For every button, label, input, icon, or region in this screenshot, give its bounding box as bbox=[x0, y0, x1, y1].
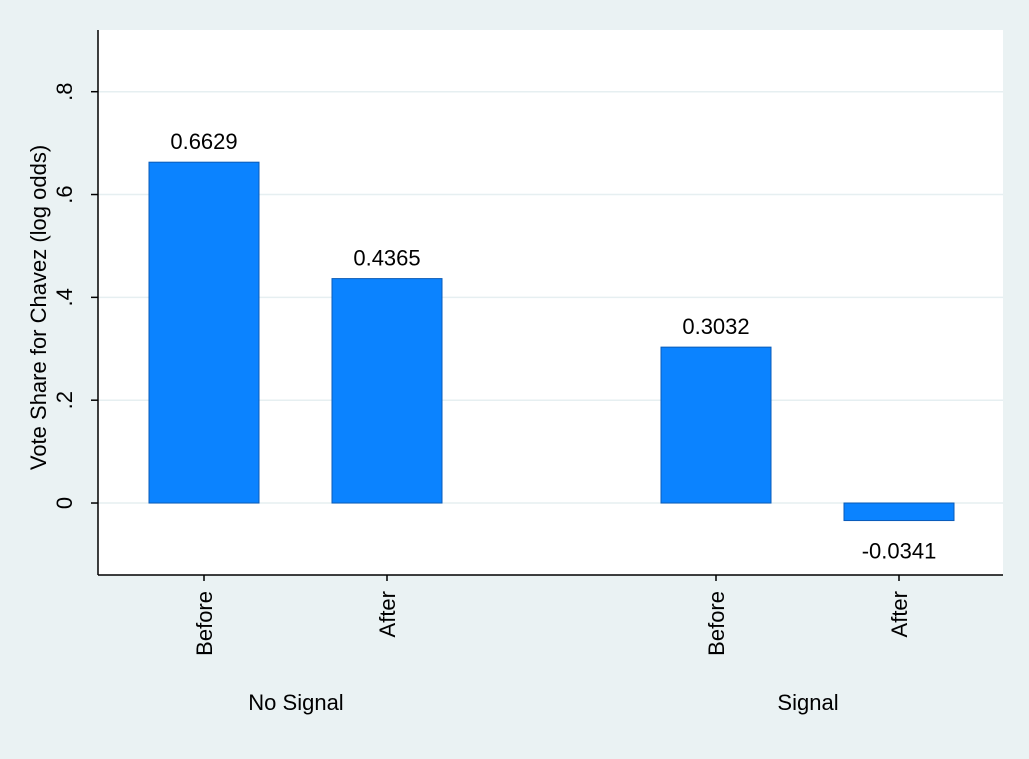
bar bbox=[331, 278, 443, 504]
x-group-label: Signal bbox=[777, 690, 838, 715]
x-category-label: Before bbox=[704, 591, 729, 656]
y-tick-label: .6 bbox=[52, 185, 77, 203]
bars bbox=[148, 161, 955, 522]
x-category-label: After bbox=[375, 591, 400, 637]
x-category-label: After bbox=[887, 591, 912, 637]
bar-value-label: 0.6629 bbox=[170, 129, 237, 154]
bar-value-label: 0.3032 bbox=[682, 314, 749, 339]
bar bbox=[148, 161, 260, 504]
bar-value-label: 0.4365 bbox=[353, 246, 420, 271]
x-category-label: Before bbox=[192, 591, 217, 656]
y-tick-label: 0 bbox=[52, 497, 77, 509]
y-tick-label: .2 bbox=[52, 391, 77, 409]
y-tick-label: .8 bbox=[52, 83, 77, 101]
y-tick-label: .4 bbox=[52, 288, 77, 306]
x-group-label: No Signal bbox=[248, 690, 343, 715]
bar bbox=[843, 502, 955, 522]
y-axis-title: Vote Share for Chavez (log odds) bbox=[26, 145, 51, 470]
bar bbox=[660, 346, 772, 504]
bar-value-label: -0.0341 bbox=[862, 539, 937, 564]
axes: 0 .2 .4 .6 .8 bbox=[52, 30, 1003, 581]
data-labels: 0.6629 Before 0.4365 After No Signal 0.3032 Be… bbox=[170, 129, 936, 715]
